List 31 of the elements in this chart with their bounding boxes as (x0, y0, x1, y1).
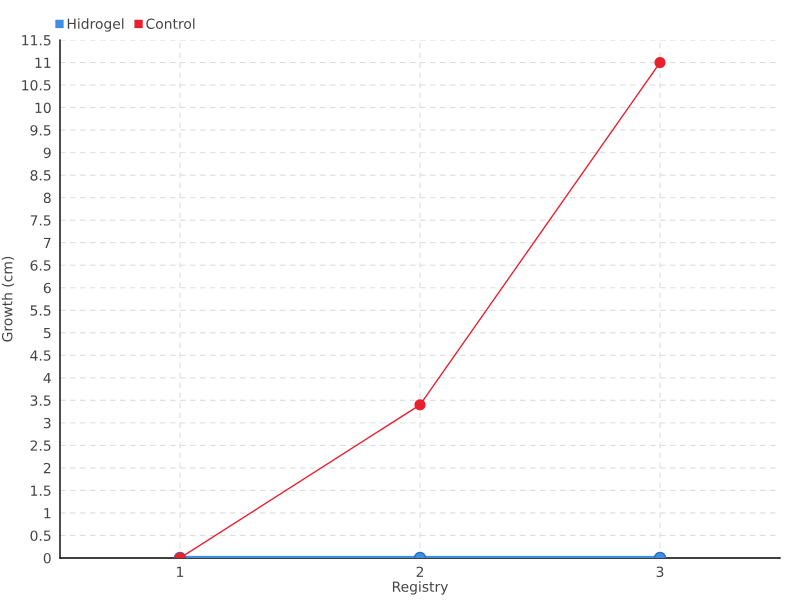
y-tick-label: 9.5 (30, 125, 50, 136)
y-tick-label: 1.5 (31, 486, 50, 496)
x-tick-label: 3 (656, 566, 664, 578)
y-tick-label: 1 (44, 508, 50, 518)
y-tick-label: 0.5 (30, 530, 50, 541)
y-tick-label: 3.5 (30, 395, 50, 406)
x-axis-title: Registry (392, 581, 448, 595)
y-tick-label: 10 (36, 102, 51, 114)
y-tick-label: 2 (44, 462, 50, 474)
y-tick-label: 8.5 (30, 170, 50, 181)
y-tick-label: 6 (44, 282, 51, 294)
y-tick-label: 7.5 (30, 215, 50, 226)
y-tick-label: 4.5 (30, 350, 50, 361)
y-tick-label: 7 (44, 238, 50, 248)
y-tick-label: 9 (44, 148, 51, 158)
x-tick-label: 2 (416, 566, 424, 577)
y-tick-label: 3 (44, 418, 51, 428)
y-tick-label: 11 (36, 58, 50, 68)
legend-label: Hidrogel (68, 18, 124, 32)
y-tick-label: 6.5 (30, 260, 50, 271)
y-tick-label: 5.5 (30, 305, 50, 316)
y-tick-label: 0 (44, 552, 51, 564)
y-axis-title: Growth (cm) (2, 256, 14, 342)
y-tick-label: 11.5 (22, 35, 50, 46)
x-tick-label: 1 (177, 566, 184, 577)
y-tick-label: 10.5 (22, 80, 50, 91)
y-tick-label: 4 (44, 372, 51, 384)
y-tick-label: 2.5 (30, 440, 50, 451)
y-tick-label: 5 (44, 328, 50, 338)
legend-label: Control (146, 18, 194, 29)
y-tick-label: 8 (44, 192, 51, 204)
